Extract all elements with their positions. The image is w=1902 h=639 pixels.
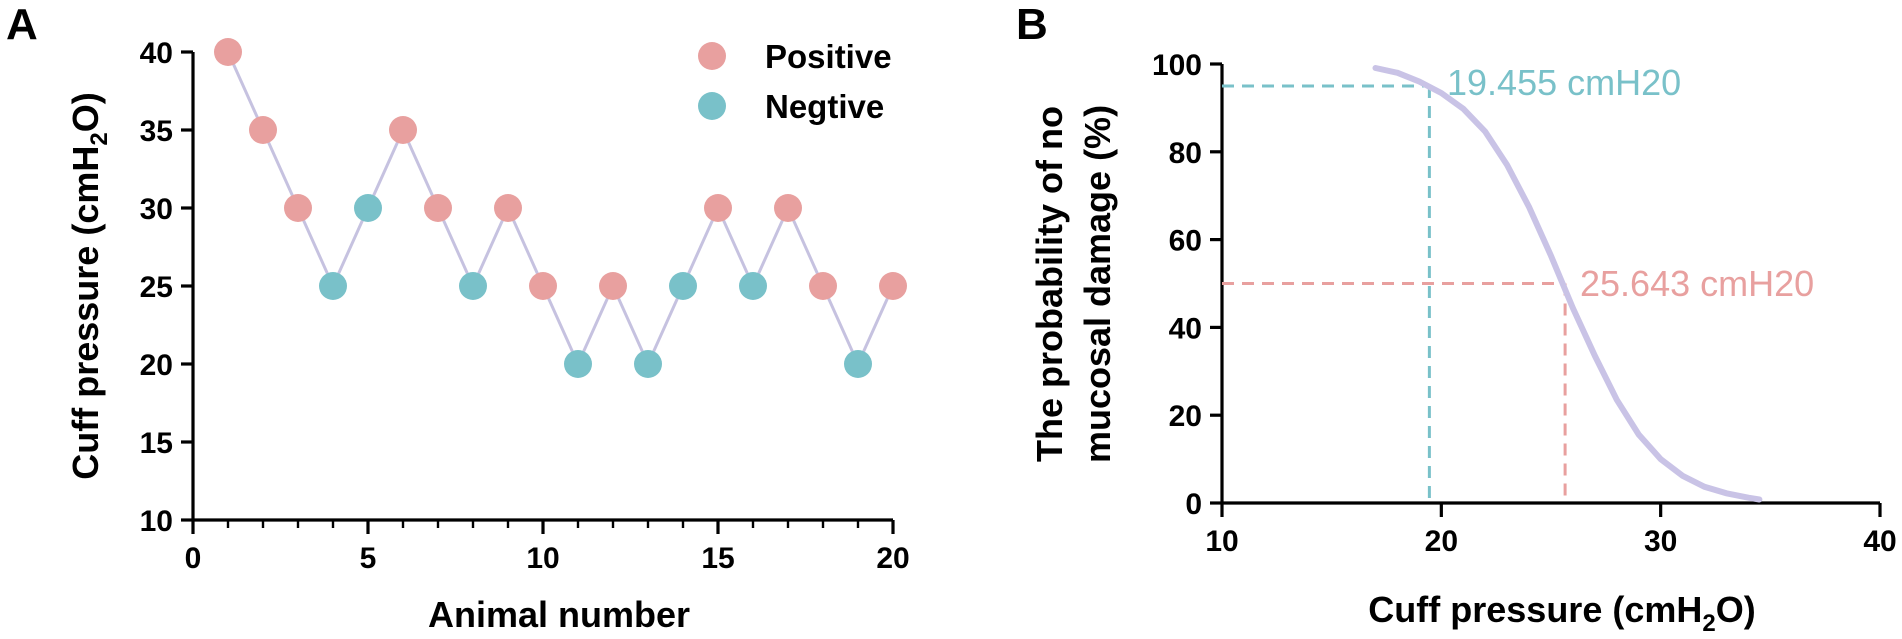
data-point-negative [739, 272, 767, 300]
panel-a-x-tick-label: 20 [876, 542, 909, 575]
data-point-negative [564, 350, 592, 378]
data-point-positive [284, 194, 312, 222]
data-point-positive [424, 194, 452, 222]
panel-b-x-title: Cuff pressure (cmH2O) [1368, 589, 1755, 637]
data-point-positive [774, 194, 802, 222]
data-point-positive [809, 272, 837, 300]
panel-a-x-tick-label: 15 [701, 542, 734, 575]
panel-b: 0 20 40 60 80 100 10 20 30 40 19.455 cmH20 25.643… [1029, 49, 1897, 637]
panel-b-probability-curve [1372, 65, 1763, 503]
annotation-19-455: 19.455 cmH20 [1447, 62, 1681, 103]
annotation-25-643: 25.643 cmH20 [1580, 263, 1814, 304]
data-point-positive [529, 272, 557, 300]
panel-a-x-tick-label: 0 [185, 542, 202, 575]
data-point-negative [459, 272, 487, 300]
panel-b-x-tick-label: 30 [1644, 525, 1677, 558]
panel-a-x-tick-label: 10 [526, 542, 559, 575]
data-point-positive [494, 194, 522, 222]
data-point-positive [214, 38, 242, 66]
legend-negative-label: Negtive [765, 88, 884, 125]
panel-a-y-tick-label: 30 [140, 193, 173, 226]
panel-b-y-tick-label: 100 [1152, 49, 1202, 82]
panel-a-label: A [6, 0, 38, 49]
panel-a-y-tick-label: 35 [140, 115, 173, 148]
panel-a-y-tick-label: 20 [140, 349, 173, 382]
data-point-negative [844, 350, 872, 378]
data-point-negative [669, 272, 697, 300]
data-point-negative [634, 350, 662, 378]
data-point-negative [319, 272, 347, 300]
data-point-positive [704, 194, 732, 222]
data-point-positive [599, 272, 627, 300]
legend-positive-label: Positive [765, 38, 892, 75]
panel-a-x-tick-label: 5 [360, 542, 377, 575]
panel-b-y-tick-label: 40 [1169, 312, 1202, 345]
panel-a-y-tick-label: 10 [140, 505, 173, 538]
panel-a-x-title: Animal number [428, 594, 690, 635]
data-point-positive [249, 116, 277, 144]
data-point-positive [879, 272, 907, 300]
panel-a-y-tick-label: 25 [140, 271, 173, 304]
legend-positive-marker [698, 42, 726, 70]
panel-a-y-tick-label: 15 [140, 427, 173, 460]
data-point-positive [389, 116, 417, 144]
panel-b-x-tick-label: 40 [1863, 525, 1896, 558]
panel-b-label: B [1016, 0, 1048, 49]
legend-negative-marker [698, 92, 726, 120]
panel-b-x-tick-label: 20 [1425, 525, 1458, 558]
panel-b-y-title-line1: The probability of no [1029, 106, 1070, 462]
panel-a-y-title: Cuff pressure (cmH2O) [65, 92, 113, 479]
panel-b-y-title-line2: mucosal damage (%) [1077, 105, 1118, 463]
panel-b-y-tick-label: 0 [1185, 488, 1202, 521]
data-point-negative [354, 194, 382, 222]
panel-b-x-tick-label: 10 [1205, 525, 1238, 558]
panel-b-y-tick-label: 60 [1169, 225, 1202, 258]
panel-a-y-tick-label: 40 [140, 37, 173, 70]
panel-b-y-tick-label: 20 [1169, 400, 1202, 433]
panel-b-y-tick-label: 80 [1169, 137, 1202, 170]
panel-a-connecting-line [226, 51, 895, 368]
